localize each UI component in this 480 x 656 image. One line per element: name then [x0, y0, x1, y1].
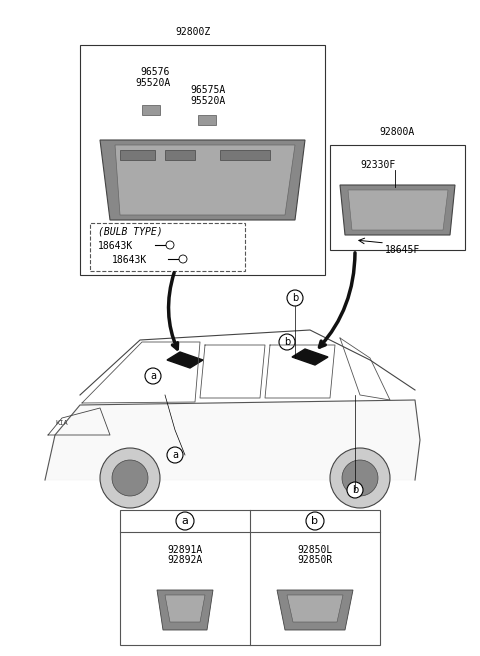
- Text: 96576: 96576: [140, 67, 169, 77]
- Text: a: a: [172, 450, 178, 460]
- Text: 95520A: 95520A: [190, 96, 225, 106]
- Text: b: b: [312, 516, 319, 526]
- Circle shape: [100, 448, 160, 508]
- Text: KIA: KIA: [56, 420, 68, 426]
- Polygon shape: [348, 190, 448, 230]
- Polygon shape: [157, 590, 213, 630]
- Text: 92850L: 92850L: [298, 545, 333, 555]
- Bar: [120, 150, 155, 160]
- Bar: [142, 105, 160, 115]
- Bar: [198, 115, 216, 125]
- Polygon shape: [100, 140, 305, 220]
- Text: 92330F: 92330F: [360, 160, 395, 170]
- Polygon shape: [45, 400, 420, 480]
- Circle shape: [176, 512, 194, 530]
- Text: 18643K: 18643K: [112, 255, 147, 265]
- Polygon shape: [165, 595, 205, 622]
- Text: b: b: [352, 485, 358, 495]
- Text: (BULB TYPE): (BULB TYPE): [98, 227, 163, 237]
- Circle shape: [167, 447, 183, 463]
- Circle shape: [145, 368, 161, 384]
- Bar: [80, 45, 325, 275]
- Text: 92892A: 92892A: [168, 555, 203, 565]
- Text: 92800A: 92800A: [380, 127, 415, 137]
- Text: b: b: [284, 337, 290, 347]
- Text: 18643K: 18643K: [98, 241, 133, 251]
- Circle shape: [287, 290, 303, 306]
- Text: 96575A: 96575A: [190, 85, 225, 95]
- Bar: [120, 510, 380, 645]
- Polygon shape: [277, 590, 353, 630]
- Circle shape: [166, 241, 174, 249]
- Bar: [165, 150, 195, 160]
- Text: 92850R: 92850R: [298, 555, 333, 565]
- Polygon shape: [292, 349, 328, 365]
- Circle shape: [279, 334, 295, 350]
- Circle shape: [347, 482, 363, 498]
- Polygon shape: [167, 352, 203, 368]
- Text: b: b: [292, 293, 298, 303]
- Text: 18645F: 18645F: [385, 245, 420, 255]
- Circle shape: [179, 255, 187, 263]
- Polygon shape: [115, 145, 295, 215]
- Text: 92891A: 92891A: [168, 545, 203, 555]
- Circle shape: [330, 448, 390, 508]
- Bar: [220, 150, 270, 160]
- Polygon shape: [340, 185, 455, 235]
- Polygon shape: [287, 595, 343, 622]
- Bar: [90, 223, 245, 271]
- Text: 92800Z: 92800Z: [175, 27, 210, 37]
- Text: a: a: [150, 371, 156, 381]
- Circle shape: [342, 460, 378, 496]
- Circle shape: [306, 512, 324, 530]
- Text: 95520A: 95520A: [135, 78, 170, 88]
- Text: a: a: [181, 516, 189, 526]
- Bar: [330, 145, 465, 250]
- Circle shape: [112, 460, 148, 496]
